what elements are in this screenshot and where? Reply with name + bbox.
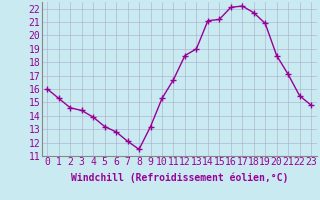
X-axis label: Windchill (Refroidissement éolien,°C): Windchill (Refroidissement éolien,°C) [70,173,288,183]
